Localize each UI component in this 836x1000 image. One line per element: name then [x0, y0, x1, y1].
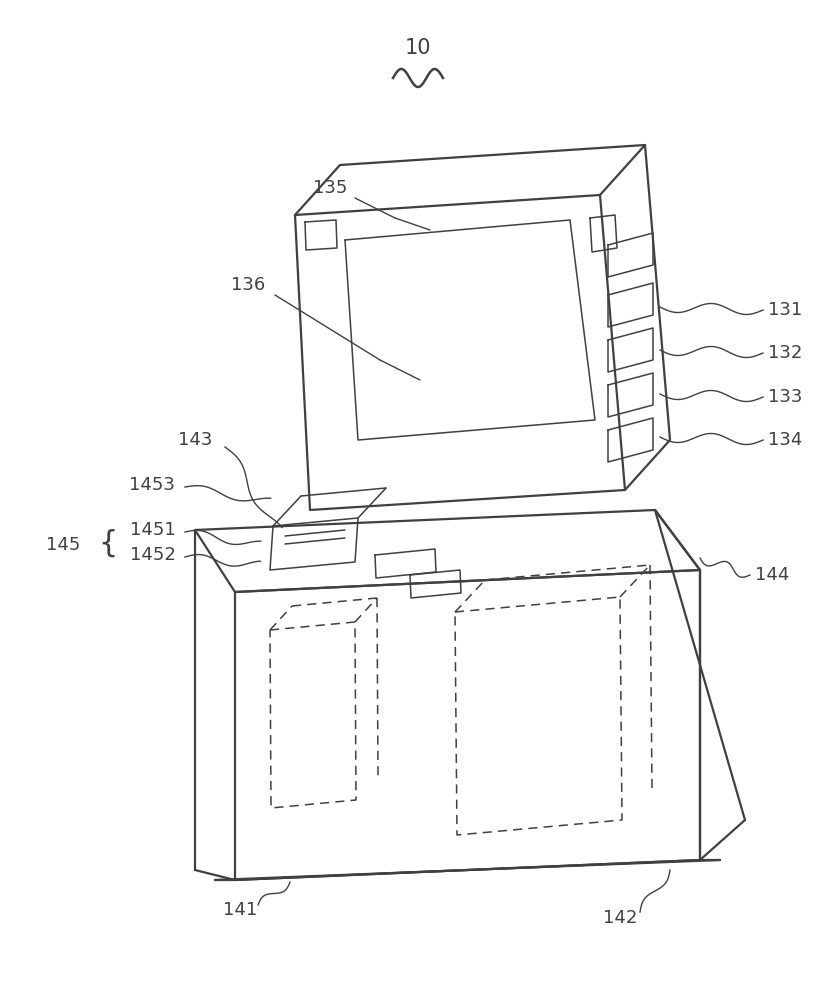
- Text: 142: 142: [602, 909, 636, 927]
- Text: 141: 141: [222, 901, 257, 919]
- Text: 131: 131: [767, 301, 801, 319]
- Text: 134: 134: [767, 431, 802, 449]
- Text: 135: 135: [313, 179, 347, 197]
- Text: 132: 132: [767, 344, 802, 362]
- Text: 1451: 1451: [130, 521, 176, 539]
- Text: 145: 145: [46, 536, 80, 554]
- Text: 1453: 1453: [129, 476, 175, 494]
- Text: 1452: 1452: [130, 546, 176, 564]
- Text: 143: 143: [177, 431, 212, 449]
- Text: 133: 133: [767, 388, 802, 406]
- Text: {: {: [98, 528, 118, 558]
- Text: 136: 136: [231, 276, 265, 294]
- Text: 144: 144: [754, 566, 788, 584]
- Text: 10: 10: [405, 38, 431, 58]
